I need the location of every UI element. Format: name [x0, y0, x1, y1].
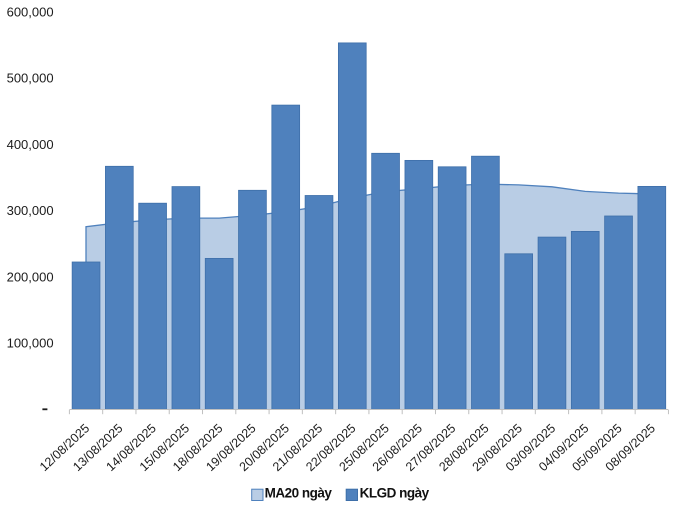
svg-text:MA20 ngày: MA20 ngày	[265, 486, 333, 501]
svg-text:500,000: 500,000	[7, 71, 54, 86]
svg-text:600,000: 600,000	[7, 4, 54, 19]
svg-text:200,000: 200,000	[7, 270, 54, 285]
svg-text:100,000: 100,000	[7, 336, 54, 351]
svg-text:KLGD ngày: KLGD ngày	[360, 486, 430, 501]
svg-text:300,000: 300,000	[7, 203, 54, 218]
svg-text:400,000: 400,000	[7, 137, 54, 152]
